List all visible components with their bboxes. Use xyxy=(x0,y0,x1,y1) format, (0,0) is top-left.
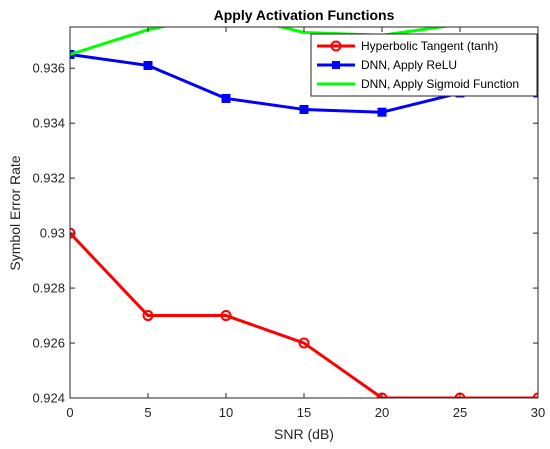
legend-label: DNN, Apply ReLU xyxy=(361,58,457,72)
y-tick-label: 0.924 xyxy=(32,391,65,406)
legend-item: DNN, Apply Sigmoid Function xyxy=(317,77,519,91)
data-point xyxy=(142,310,154,322)
y-tick-label: 0.932 xyxy=(32,171,65,186)
chart-title: Apply Activation Functions xyxy=(214,7,395,23)
x-tick-label: 0 xyxy=(66,405,73,420)
x-tick-label: 5 xyxy=(144,405,151,420)
legend-item: Hyperbolic Tangent (tanh) xyxy=(317,39,498,53)
y-axis-label: Symbol Error Rate xyxy=(7,155,23,270)
legend-label: DNN, Apply Sigmoid Function xyxy=(361,77,519,91)
x-axis-label: SNR (dB) xyxy=(274,426,334,442)
x-tick-label: 25 xyxy=(453,405,467,420)
data-point xyxy=(298,337,310,349)
y-tick-label: 0.928 xyxy=(32,281,65,296)
series-line xyxy=(70,232,538,398)
x-tick-label: 20 xyxy=(375,405,389,420)
y-tick-label: 0.936 xyxy=(32,61,65,76)
x-tick-label: 15 xyxy=(297,405,311,420)
y-tick-label: 0.926 xyxy=(32,336,65,351)
x-tick-label: 10 xyxy=(219,405,233,420)
data-point xyxy=(377,107,387,117)
legend-marker xyxy=(332,61,340,69)
tick-layer: 0 5 10 15 20 25 30 0.924 0.926 0.928 0.93 0.932 0.93… xyxy=(32,27,545,420)
legend: Hyperbolic Tangent (tanh) DNN, Apply ReLU… xyxy=(310,33,538,97)
data-point xyxy=(220,310,232,322)
legend-marker xyxy=(330,40,342,52)
legend-item: DNN, Apply ReLU xyxy=(317,58,457,72)
legend-label: Hyperbolic Tangent (tanh) xyxy=(361,39,498,53)
y-tick-label: 0.934 xyxy=(32,116,65,131)
data-point xyxy=(299,104,309,114)
data-point xyxy=(221,93,231,103)
x-tick-label: 30 xyxy=(531,405,545,420)
y-tick-label: 0.93 xyxy=(40,226,65,241)
data-point xyxy=(143,60,153,70)
